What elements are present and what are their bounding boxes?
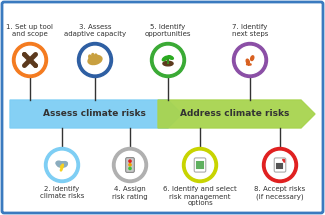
Ellipse shape (251, 56, 254, 60)
FancyBboxPatch shape (126, 158, 134, 172)
Ellipse shape (154, 46, 182, 74)
Ellipse shape (88, 55, 102, 64)
Ellipse shape (250, 64, 251, 65)
Text: 4. Assign
risk rating: 4. Assign risk rating (112, 186, 148, 200)
Ellipse shape (162, 56, 168, 61)
Ellipse shape (247, 64, 248, 65)
Ellipse shape (48, 151, 76, 179)
Ellipse shape (129, 167, 131, 170)
Text: 5. Identify
opportunities: 5. Identify opportunities (145, 24, 191, 37)
Text: 2. Identify
climate risks: 2. Identify climate risks (40, 186, 84, 200)
Ellipse shape (129, 160, 131, 162)
FancyBboxPatch shape (274, 158, 286, 172)
Ellipse shape (266, 151, 294, 179)
Ellipse shape (62, 162, 67, 165)
Ellipse shape (34, 64, 37, 67)
Ellipse shape (16, 46, 44, 74)
Ellipse shape (163, 61, 173, 66)
Ellipse shape (56, 161, 61, 165)
Ellipse shape (186, 151, 214, 179)
Ellipse shape (81, 46, 109, 74)
Ellipse shape (232, 43, 267, 77)
Text: Address climate risks: Address climate risks (180, 109, 289, 118)
Ellipse shape (57, 162, 67, 167)
Ellipse shape (23, 53, 26, 56)
Ellipse shape (89, 55, 91, 59)
Ellipse shape (150, 43, 186, 77)
Ellipse shape (45, 147, 80, 183)
Ellipse shape (95, 54, 97, 58)
Ellipse shape (263, 147, 297, 183)
Polygon shape (158, 100, 315, 128)
Ellipse shape (183, 147, 217, 183)
Text: 8. Accept risks
(if necessary): 8. Accept risks (if necessary) (254, 186, 306, 200)
Ellipse shape (116, 151, 144, 179)
Ellipse shape (92, 54, 94, 57)
Text: Assess climate risks: Assess climate risks (43, 109, 146, 118)
Ellipse shape (246, 59, 249, 64)
Ellipse shape (236, 46, 264, 74)
Text: 3. Assess
adaptive capacity: 3. Assess adaptive capacity (64, 24, 126, 37)
Polygon shape (282, 159, 284, 162)
FancyBboxPatch shape (2, 2, 323, 213)
Polygon shape (10, 100, 182, 128)
Ellipse shape (168, 56, 173, 59)
Text: 6. Identify and select
risk management
options: 6. Identify and select risk management o… (163, 186, 237, 206)
FancyBboxPatch shape (194, 158, 206, 172)
Ellipse shape (248, 64, 249, 65)
Ellipse shape (112, 147, 148, 183)
Ellipse shape (129, 164, 131, 166)
Text: 1. Set up tool
and scope: 1. Set up tool and scope (6, 24, 54, 37)
Ellipse shape (12, 43, 47, 77)
Text: 7. Identify
next steps: 7. Identify next steps (232, 24, 268, 37)
Ellipse shape (77, 43, 112, 77)
